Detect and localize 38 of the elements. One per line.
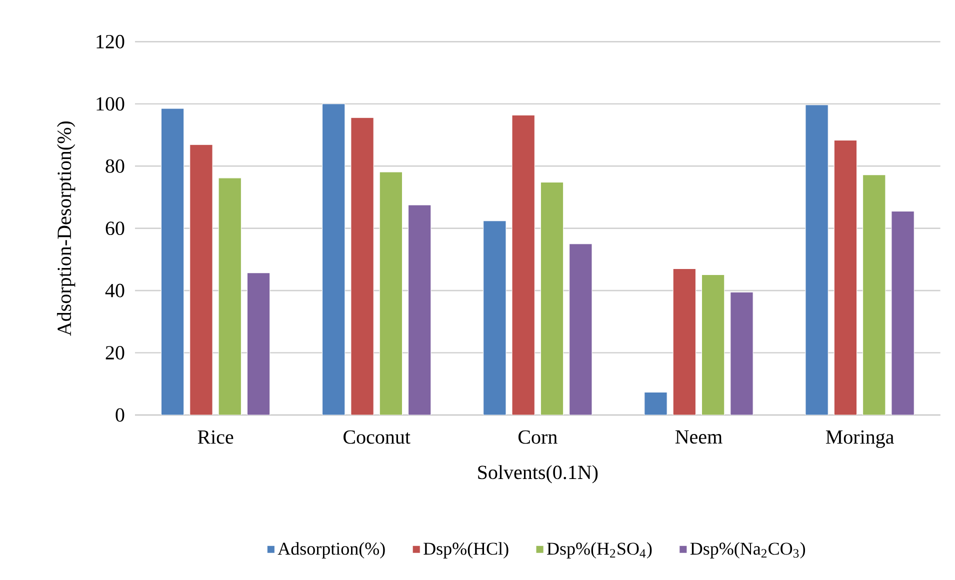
bar bbox=[379, 172, 403, 415]
bar bbox=[672, 268, 696, 415]
y-tick-label: 0 bbox=[116, 408, 124, 422]
bar bbox=[862, 174, 886, 415]
bar bbox=[805, 104, 828, 415]
x-tick-label: Corn bbox=[518, 430, 558, 444]
bar bbox=[730, 292, 754, 415]
x-tick-label: Coconut bbox=[344, 430, 410, 444]
y-tick-label: 120 bbox=[96, 34, 124, 48]
x-tick-label: Neem bbox=[675, 430, 722, 444]
y-axis-title: Adsorption-Desorption(%) bbox=[57, 121, 76, 336]
bar bbox=[540, 182, 564, 415]
y-tick-label: 20 bbox=[106, 346, 124, 360]
bar bbox=[160, 108, 184, 415]
legend-label: Dsp%(H$_{2}$SO$_{4}$) bbox=[547, 542, 652, 558]
x-axis-title: Solvents(0.1N) bbox=[478, 465, 598, 484]
legend-label: Adsorption(%) bbox=[278, 542, 385, 558]
bar bbox=[483, 220, 506, 415]
bar bbox=[246, 272, 270, 415]
bar bbox=[190, 144, 213, 415]
bar bbox=[350, 117, 374, 415]
y-tick-label: 40 bbox=[105, 284, 124, 298]
y-tick-label: 80 bbox=[106, 159, 124, 173]
y-tick-label: 60 bbox=[106, 222, 124, 236]
bar bbox=[408, 204, 432, 415]
legend-label: Dsp%(HCl) bbox=[424, 542, 508, 558]
x-tick-label: Rice bbox=[198, 430, 234, 444]
bar bbox=[834, 140, 858, 415]
bar bbox=[701, 274, 725, 415]
legend-label: Dsp%(Na$_{2}$CO$_{3}$) bbox=[690, 542, 806, 558]
y-tick-label: 100 bbox=[96, 97, 124, 111]
bar bbox=[891, 210, 914, 415]
bar bbox=[218, 178, 242, 415]
bar bbox=[512, 114, 535, 415]
x-tick-label: Moringa bbox=[826, 430, 894, 448]
bar bbox=[644, 392, 668, 415]
bar bbox=[322, 104, 346, 415]
bar bbox=[569, 244, 592, 415]
